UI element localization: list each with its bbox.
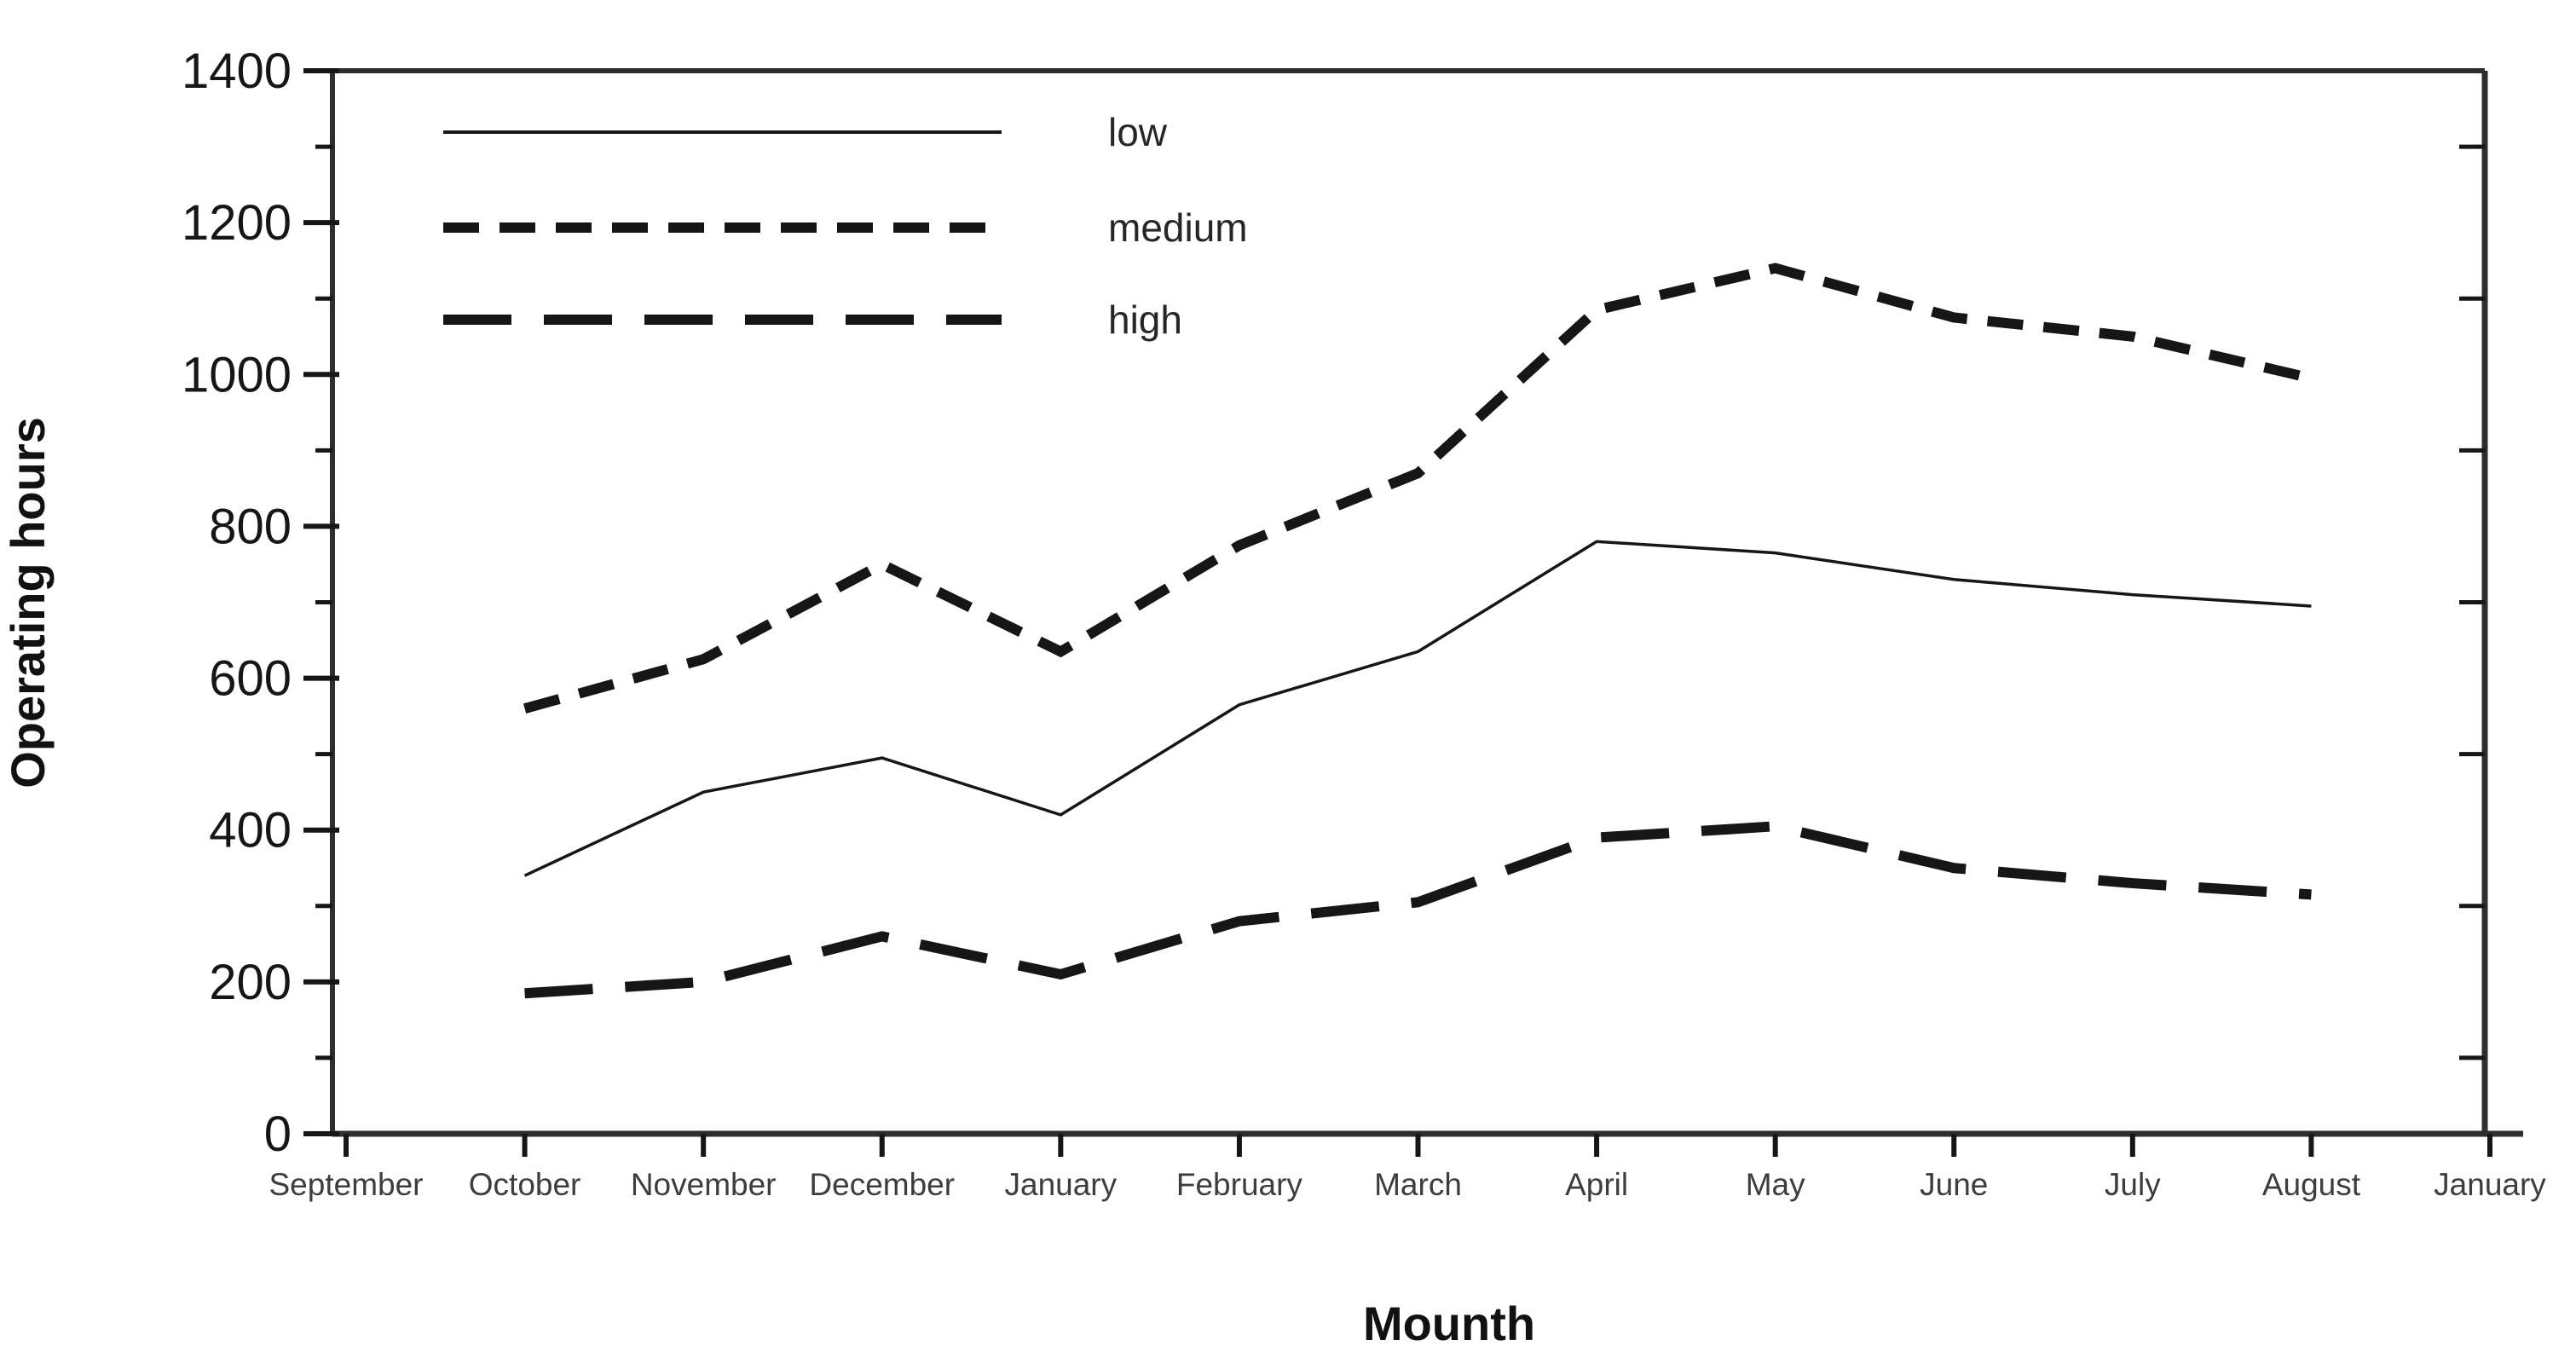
x-tick-label-october: October (469, 1167, 581, 1202)
legend: low medium high (443, 110, 1248, 342)
y-tick-label: 1200 (182, 195, 292, 251)
x-tick-label-april: April (1565, 1167, 1628, 1202)
x-tick-label-may: May (1746, 1167, 1805, 1202)
x-tick-label-august: August (2262, 1167, 2361, 1202)
y-tick-label: 200 (209, 955, 292, 1010)
series-line-high (524, 821, 2312, 999)
series-line-medium (523, 263, 2313, 714)
x-tick-label-december: December (809, 1167, 955, 1202)
x-tick-label-january: January (1005, 1167, 1118, 1202)
y-tick-label: 1400 (182, 43, 292, 99)
legend-label-medium: medium (1108, 205, 1248, 250)
y-tick-label: 0 (264, 1106, 292, 1162)
legend-label-high: high (1108, 298, 1182, 342)
x-tick-label-january: January (2434, 1167, 2546, 1202)
x-tick-label-june: June (1920, 1167, 1988, 1202)
series-line-low (523, 540, 2312, 877)
data-series (523, 263, 2313, 999)
y-tick-label: 1000 (182, 347, 292, 402)
x-tick-label-february: February (1176, 1167, 1303, 1202)
x-tick-label-september: September (269, 1167, 424, 1202)
legend-label-low: low (1108, 110, 1168, 154)
x-tick-label-march: March (1374, 1167, 1462, 1202)
y-tick-label: 800 (209, 499, 292, 554)
x-tick-label-november: November (631, 1167, 777, 1202)
axis-tick-labels: 0 200 400 600 800 1000 1200 1400 September Octobe… (182, 43, 2546, 1202)
y-tick-label: 400 (209, 803, 292, 858)
x-axis-title: Mounth (1363, 1297, 1535, 1350)
y-axis-title: Operating hours (1, 417, 55, 789)
y-tick-label: 600 (209, 651, 292, 707)
x-tick-label-july: July (2105, 1167, 2161, 1202)
plot-frame (330, 68, 2523, 1137)
axis-ticks (303, 68, 2492, 1157)
